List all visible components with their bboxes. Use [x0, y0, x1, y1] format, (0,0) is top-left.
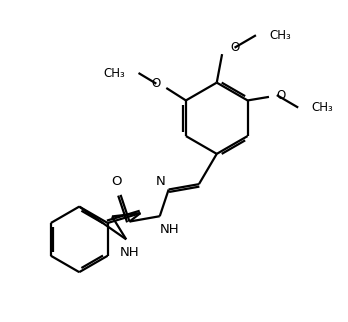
Text: CH₃: CH₃: [269, 29, 291, 42]
Text: O: O: [230, 41, 239, 54]
Text: O: O: [111, 175, 121, 188]
Text: NH: NH: [120, 247, 140, 260]
Text: N: N: [156, 175, 166, 188]
Text: CH₃: CH₃: [312, 101, 333, 114]
Text: O: O: [152, 77, 161, 90]
Text: NH: NH: [160, 223, 180, 236]
Text: O: O: [277, 89, 286, 102]
Text: CH₃: CH₃: [103, 67, 125, 80]
